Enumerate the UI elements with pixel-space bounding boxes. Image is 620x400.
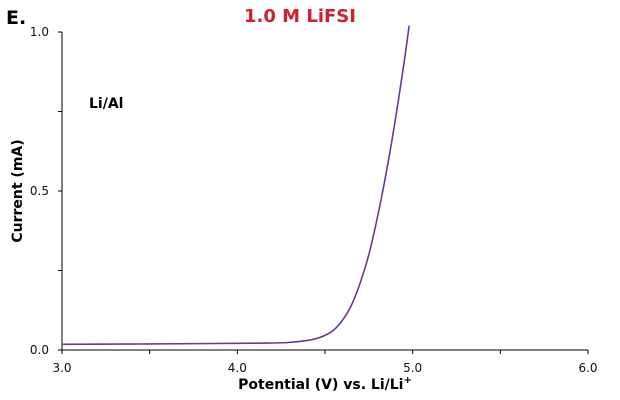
chart-title: 1.0 M LiFSI xyxy=(244,6,356,27)
y-tick-label: 0.0 xyxy=(30,343,49,357)
x-axis-title-superscript: + xyxy=(403,375,411,386)
y-ticks: 0.0 0.5 1.0 xyxy=(30,25,62,357)
x-tick-label: 3.0 xyxy=(52,361,71,375)
y-tick-label: 0.5 xyxy=(30,184,49,198)
x-tick-label: 6.0 xyxy=(578,361,597,375)
x-tick-label: 5.0 xyxy=(403,361,422,375)
x-axis-title-main: Potential (V) vs. Li/Li xyxy=(238,377,403,393)
x-tick-label: 4.0 xyxy=(228,361,247,375)
y-tick-label: 1.0 xyxy=(30,25,49,39)
x-ticks: 3.0 4.0 5.0 6.0 xyxy=(52,350,598,375)
y-axis-title: Current (mA) xyxy=(10,139,26,242)
x-axis-title: Potential (V) vs. Li/Li+ xyxy=(238,375,412,393)
panel-label: E. xyxy=(6,7,26,29)
curve-annotation: Li/Al xyxy=(89,96,123,112)
series-line-li-al xyxy=(61,25,410,346)
